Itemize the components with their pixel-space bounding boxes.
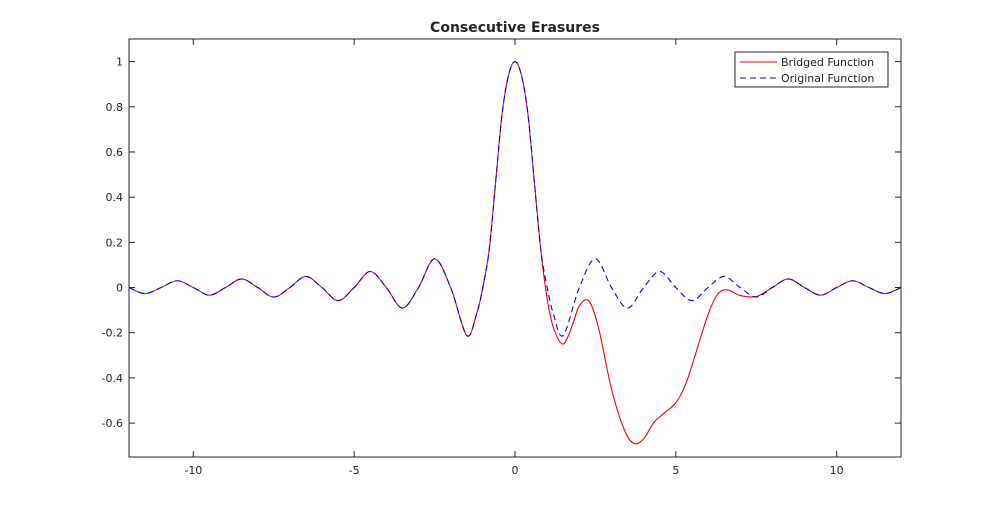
y-tick-label: 0.4 [106,191,124,204]
series-layer [129,61,901,445]
series-line-original-function [129,61,901,337]
y-tick-label: 0.8 [106,101,124,114]
legend-label-original: Original Function [781,72,874,85]
y-tick-label: 0.6 [106,146,124,159]
chart-title: Consecutive Erasures [430,20,600,36]
y-tick-label: -0.4 [102,372,123,385]
x-tick-label: -5 [349,464,360,477]
x-tick-label: -10 [184,464,202,477]
y-tick-label: -0.6 [102,417,123,430]
ticks-layer: -10 -5 0 5 10 -0.6 -0.4 -0.2 0 0.2 0.4 0.6 0.8 1 [102,39,901,477]
y-tick-label: 1 [116,56,123,69]
legend: Bridged Function Original Function [734,51,889,88]
y-tick-label: 0 [116,282,123,295]
legend-label-bridged: Bridged Function [781,56,874,69]
x-tick-label: 10 [830,464,844,477]
plot-area-background [129,39,901,457]
y-tick-label: -0.2 [102,327,123,340]
y-tick-label: 0.2 [106,236,124,249]
legend-box [734,51,889,88]
x-tick-label: 0 [512,464,519,477]
x-tick-label: 5 [672,464,679,477]
